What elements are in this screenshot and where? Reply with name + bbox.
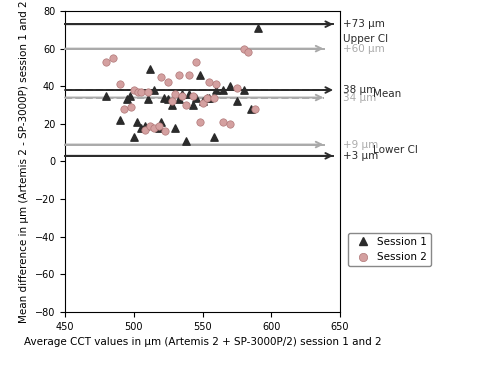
Point [219, 87, 227, 93]
Point [178, 91, 186, 97]
Point [130, 87, 138, 93]
Point [198, 98, 206, 104]
Point [185, 72, 193, 78]
Point [196, 72, 204, 78]
Text: +3 μm: +3 μm [343, 151, 378, 161]
X-axis label: Average CCT values in μm (Artemis 2 + SP-3000P/2) session 1 and 2: Average CCT values in μm (Artemis 2 + SP… [24, 337, 382, 347]
Text: Upper CI: Upper CI [343, 34, 388, 44]
Point [202, 95, 210, 101]
Point [212, 87, 220, 93]
Point [251, 106, 259, 112]
Point [150, 125, 158, 131]
Point [189, 102, 197, 108]
Point [102, 59, 110, 65]
Point [134, 89, 142, 95]
Point [120, 106, 128, 112]
Point [154, 123, 162, 129]
Point [146, 123, 154, 129]
Point [175, 72, 183, 78]
Point [254, 25, 262, 31]
Point [168, 98, 176, 104]
Point [206, 95, 214, 101]
Point [182, 138, 190, 144]
Point [244, 50, 252, 55]
Point [198, 100, 206, 106]
Y-axis label: Mean difference in μm (Artemis 2 - SP-3000P) session 1 and 2: Mean difference in μm (Artemis 2 - SP-30… [19, 0, 29, 323]
Point [182, 102, 190, 108]
Point [144, 89, 152, 95]
Point [202, 95, 210, 101]
Point [136, 125, 144, 131]
Point [171, 125, 179, 131]
Point [164, 80, 172, 86]
Legend: Session 1, Session 2: Session 1, Session 2 [348, 233, 431, 266]
Point [206, 80, 214, 86]
Point [144, 97, 152, 102]
Point [212, 81, 220, 87]
Point [226, 83, 234, 89]
Point [168, 102, 176, 108]
Point [210, 95, 218, 101]
Text: Lower CI: Lower CI [373, 145, 418, 155]
Point [210, 134, 218, 140]
Point [141, 123, 149, 129]
Point [164, 97, 172, 102]
Point [126, 93, 134, 99]
Point [116, 81, 124, 87]
Point [146, 66, 154, 72]
Point [154, 125, 162, 131]
Point [127, 104, 135, 110]
Point [157, 74, 165, 80]
Point [192, 95, 200, 101]
Point [116, 117, 124, 123]
Point [189, 93, 197, 99]
Point [240, 87, 248, 93]
Text: 38 μm: 38 μm [343, 85, 376, 95]
Point [109, 55, 117, 61]
Point [157, 119, 165, 125]
Point [150, 87, 158, 93]
Point [226, 121, 234, 127]
Point [178, 93, 186, 99]
Point [132, 119, 140, 125]
Point [246, 106, 254, 112]
Point [123, 97, 131, 102]
Point [162, 128, 170, 134]
Point [160, 95, 168, 101]
Text: +73 μm: +73 μm [343, 19, 384, 29]
Point [171, 91, 179, 97]
Point [233, 85, 241, 91]
Text: Mean: Mean [373, 89, 401, 99]
Text: +60 μm: +60 μm [343, 44, 384, 54]
Text: 34 μm: 34 μm [343, 92, 376, 102]
Point [196, 119, 204, 125]
Point [219, 119, 227, 125]
Point [102, 93, 110, 99]
Point [240, 46, 248, 52]
Point [175, 97, 183, 102]
Point [185, 91, 193, 97]
Text: +9 μm: +9 μm [343, 139, 378, 149]
Point [192, 59, 200, 65]
Point [233, 98, 241, 104]
Point [130, 134, 138, 140]
Point [141, 127, 149, 132]
Point [136, 89, 144, 95]
